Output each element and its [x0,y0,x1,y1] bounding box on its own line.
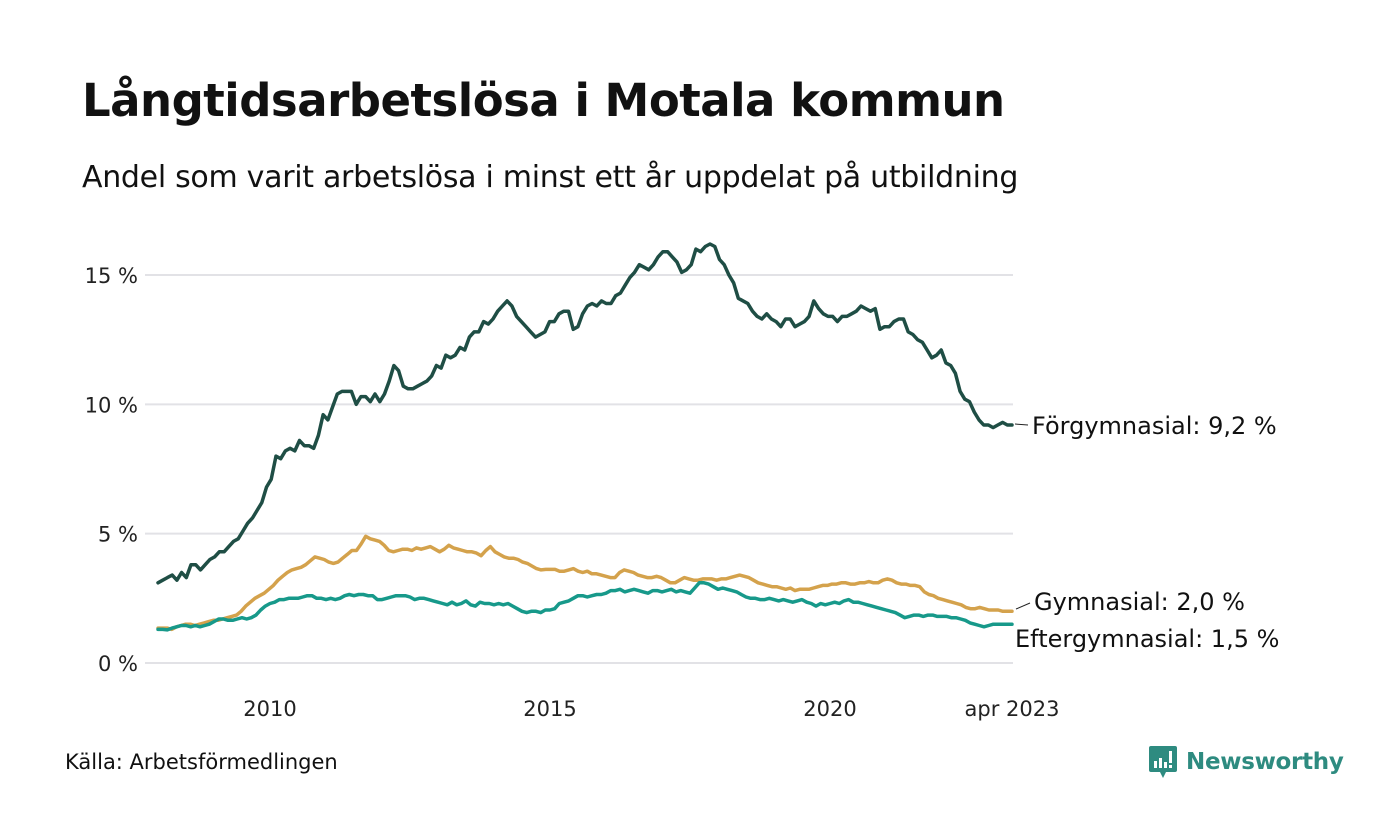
brand-name: Newsworthy [1186,749,1344,775]
x-axis: 2010 2015 2020 apr 2023 [243,697,1059,721]
x-tick-label: 2015 [523,697,576,721]
y-tick-label: 0 % [98,652,138,676]
series-label-gymnasial: Gymnasial: 2,0 % [1034,588,1245,616]
bar-chart-speech-bubble-icon [1149,746,1177,778]
chart-title: Långtidsarbetslösa i Motala kommun [82,74,1005,127]
x-tick-label: 2020 [803,697,856,721]
label-leader-line [1014,423,1029,426]
y-axis: 0 % 5 % 10 % 15 % [85,264,138,676]
gridlines [145,274,1013,664]
series-label-eftergymnasial: Eftergymnasial: 1,5 % [1015,625,1279,653]
source-note: Källa: Arbetsförmedlingen [65,750,338,774]
series-line-förgymnasial [156,242,1014,585]
label-leader-line [1015,602,1031,610]
x-tick-label: 2010 [243,697,296,721]
series-line-gymnasial [156,534,1014,632]
x-tick-label: apr 2023 [965,697,1060,721]
y-tick-label: 15 % [85,264,138,288]
series-label-förgymnasial: Förgymnasial: 9,2 % [1032,412,1277,440]
series-labels: Förgymnasial: 9,2 % Gymnasial: 2,0 % Efter… [1014,412,1279,653]
y-tick-label: 5 % [98,523,138,547]
series-lines [156,242,1014,632]
series-line-eftergymnasial [156,581,1014,632]
newsworthy-logo: Newsworthy [1148,744,1344,780]
y-tick-label: 10 % [85,393,138,417]
chart-subtitle: Andel som varit arbetslösa i minst ett å… [82,160,1019,195]
